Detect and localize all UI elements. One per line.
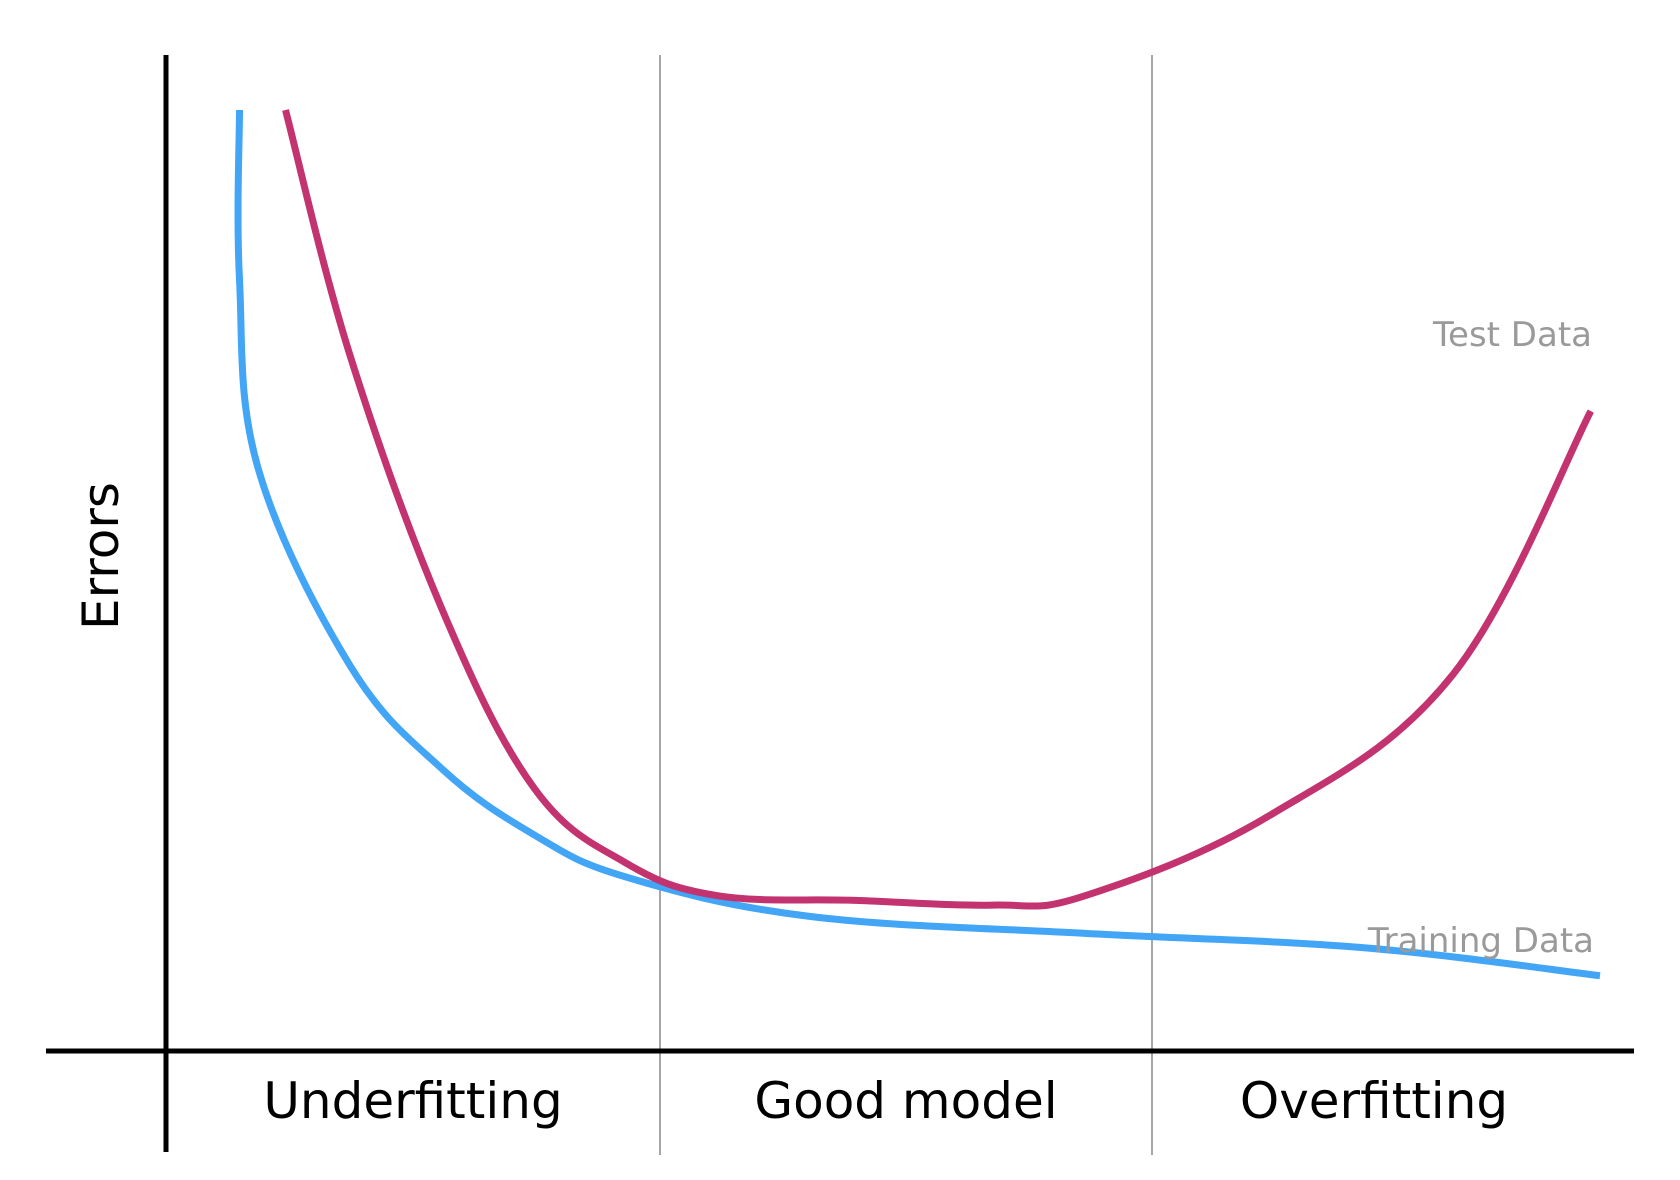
region-label-good-model: Good model bbox=[754, 1072, 1057, 1130]
curves-group bbox=[234, 109, 1601, 980]
region-label-overfitting: Overfitting bbox=[1240, 1072, 1508, 1130]
series-label-test-data: Test Data bbox=[1432, 315, 1592, 355]
region-label-underfitting: Underfitting bbox=[263, 1072, 562, 1130]
y-axis-label: Errors bbox=[72, 482, 130, 630]
training-data-curve bbox=[234, 109, 1601, 980]
series-label-training-data: Training Data bbox=[1367, 921, 1594, 961]
test-data-curve bbox=[282, 109, 1594, 910]
